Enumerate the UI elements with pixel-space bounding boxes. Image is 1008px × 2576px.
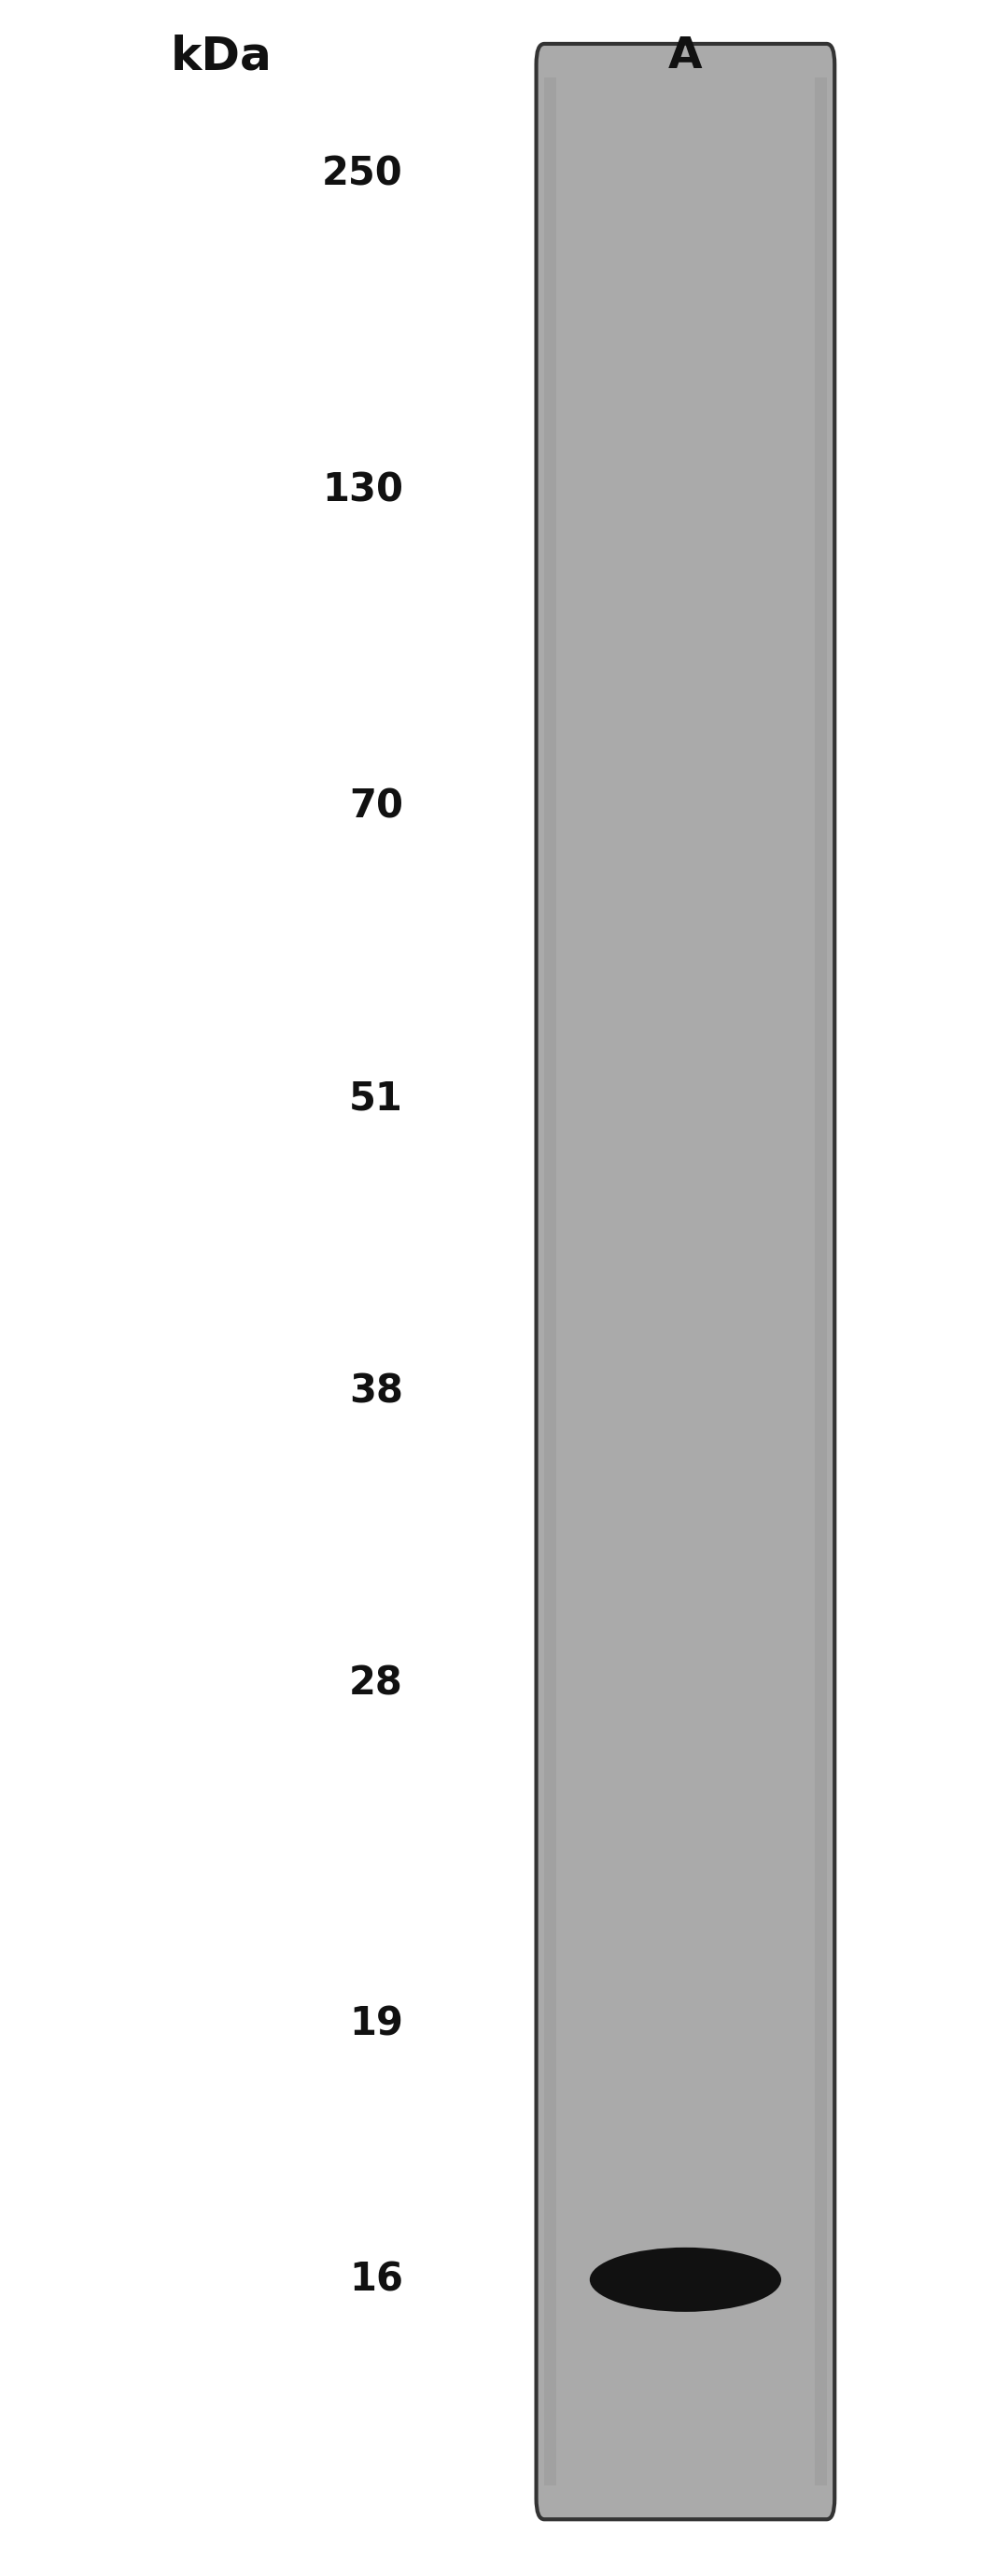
Text: 250: 250 xyxy=(323,155,403,193)
Text: 51: 51 xyxy=(349,1079,403,1118)
Text: 130: 130 xyxy=(322,471,403,510)
Text: 19: 19 xyxy=(349,2004,403,2043)
Bar xyxy=(544,77,556,2486)
Ellipse shape xyxy=(590,2246,781,2311)
Text: A: A xyxy=(668,36,703,77)
Text: 70: 70 xyxy=(349,788,403,827)
Text: 38: 38 xyxy=(349,1370,403,1412)
Text: kDa: kDa xyxy=(171,33,272,80)
Bar xyxy=(814,77,827,2486)
Text: 28: 28 xyxy=(349,1664,403,1703)
FancyBboxPatch shape xyxy=(536,44,835,2519)
Text: 16: 16 xyxy=(349,2259,403,2300)
